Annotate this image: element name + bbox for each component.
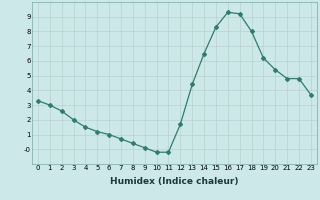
X-axis label: Humidex (Indice chaleur): Humidex (Indice chaleur): [110, 177, 239, 186]
